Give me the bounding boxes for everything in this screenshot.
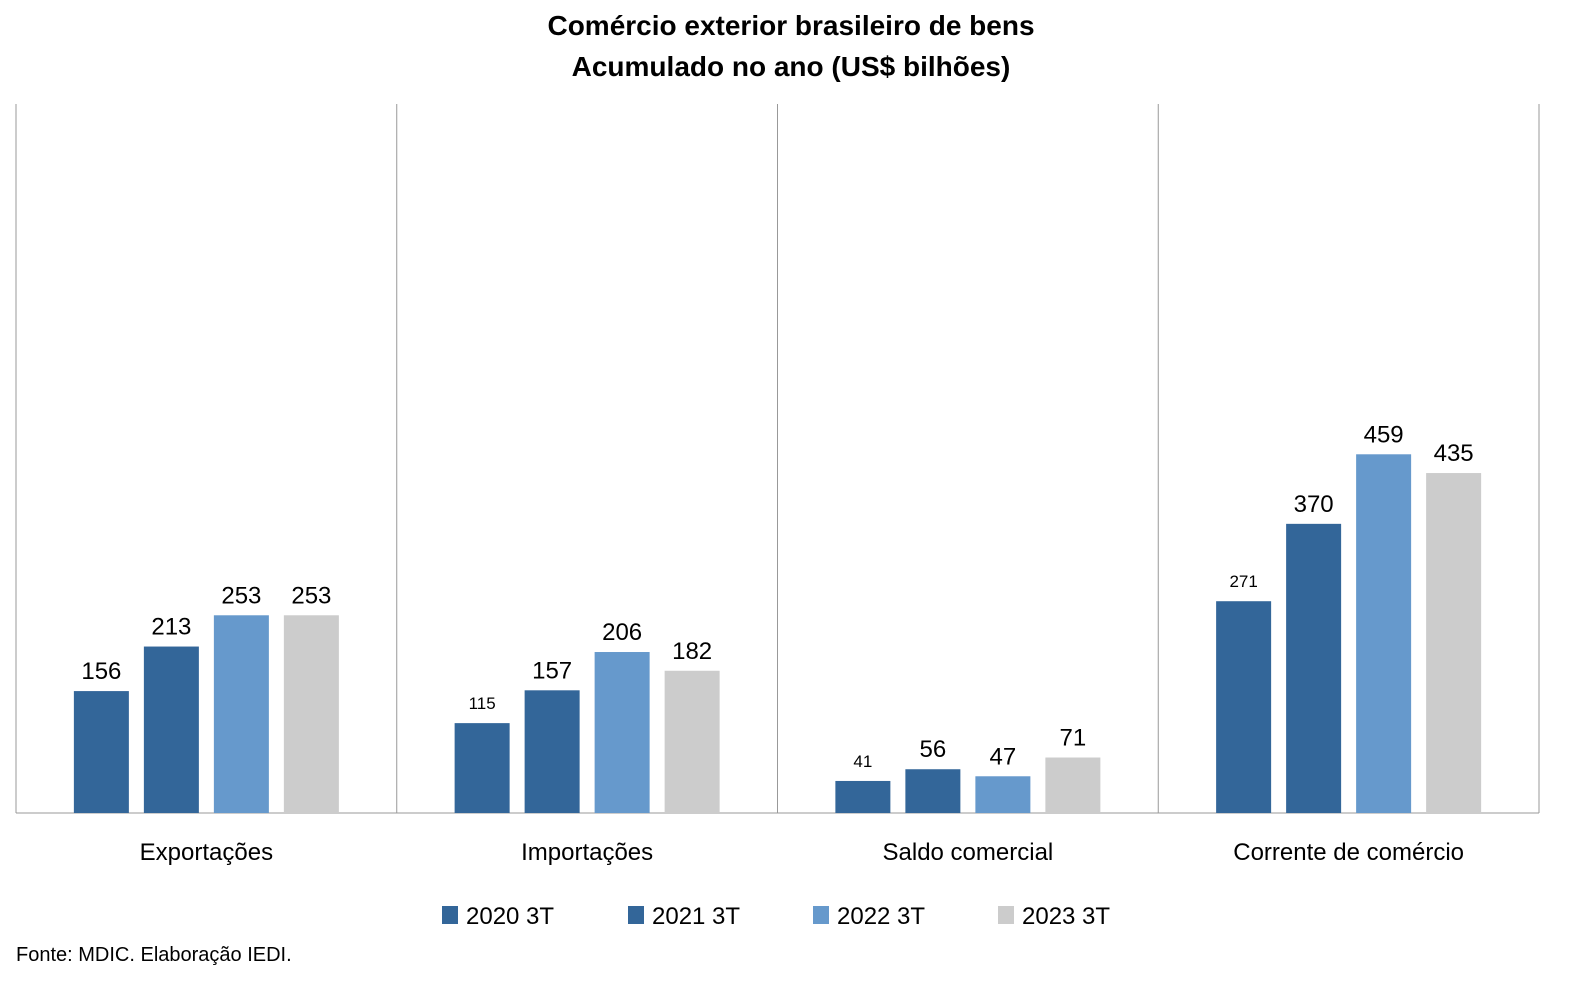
bar <box>143 646 199 813</box>
legend-label: 2023 3T <box>1022 903 1110 930</box>
data-label: 271 <box>1229 572 1257 591</box>
bar <box>905 769 961 813</box>
data-label: 370 <box>1294 491 1334 518</box>
data-label: 435 <box>1434 440 1474 467</box>
category-label: Exportações <box>140 839 273 866</box>
data-label: 253 <box>221 582 261 609</box>
bar <box>454 723 510 813</box>
bars-group <box>73 454 1482 813</box>
data-label: 41 <box>853 752 872 771</box>
legend-swatch <box>442 906 458 924</box>
category-label: Importações <box>521 839 653 866</box>
plot-frame <box>15 104 1540 814</box>
bar <box>1045 757 1101 813</box>
legend-swatch <box>998 906 1014 924</box>
data-label: 206 <box>602 619 642 646</box>
data-label: 459 <box>1364 421 1404 448</box>
data-label: 213 <box>151 614 191 641</box>
category-labels-group: Exportações Importações Saldo comercial Cor… <box>140 839 1464 866</box>
bar <box>1286 523 1342 813</box>
legend: 2020 3T 2021 3T 2022 3T 2023 3T <box>442 903 1110 930</box>
legend-swatch <box>628 906 644 924</box>
data-label: 157 <box>532 657 572 684</box>
data-label: 56 <box>920 736 947 763</box>
bar <box>1216 601 1272 813</box>
value-labels-group: 156 213 253 253 115 157 206 182 41 56 47 71 271 370 45… <box>81 421 1473 771</box>
bar <box>1356 454 1412 813</box>
chart-subtitle: Acumulado no ano (US$ bilhões) <box>572 51 1011 82</box>
legend-label: 2022 3T <box>837 903 925 930</box>
data-label: 47 <box>990 743 1017 770</box>
data-label: 71 <box>1060 725 1087 752</box>
chart-title: Comércio exterior brasileiro de bens <box>547 10 1034 41</box>
bar <box>73 691 129 813</box>
data-label: 182 <box>672 638 712 665</box>
bar <box>1426 473 1482 813</box>
category-label: Saldo comercial <box>883 839 1054 866</box>
bar <box>975 776 1031 813</box>
category-label: Corrente de comércio <box>1233 839 1464 866</box>
data-label: 115 <box>469 694 496 713</box>
bar <box>283 615 339 813</box>
source-note: Fonte: MDIC. Elaboração IEDI. <box>16 944 292 966</box>
legend-label: 2020 3T <box>466 903 554 930</box>
data-label: 156 <box>81 658 121 685</box>
bar <box>835 780 891 813</box>
bar <box>664 670 720 813</box>
data-label: 253 <box>291 582 331 609</box>
chart-title-group: Comércio exterior brasileiro de bens Acu… <box>547 10 1034 82</box>
bar <box>524 690 580 813</box>
legend-label: 2021 3T <box>652 903 740 930</box>
legend-swatch <box>813 906 829 924</box>
bar <box>213 615 269 813</box>
bar <box>594 652 650 813</box>
